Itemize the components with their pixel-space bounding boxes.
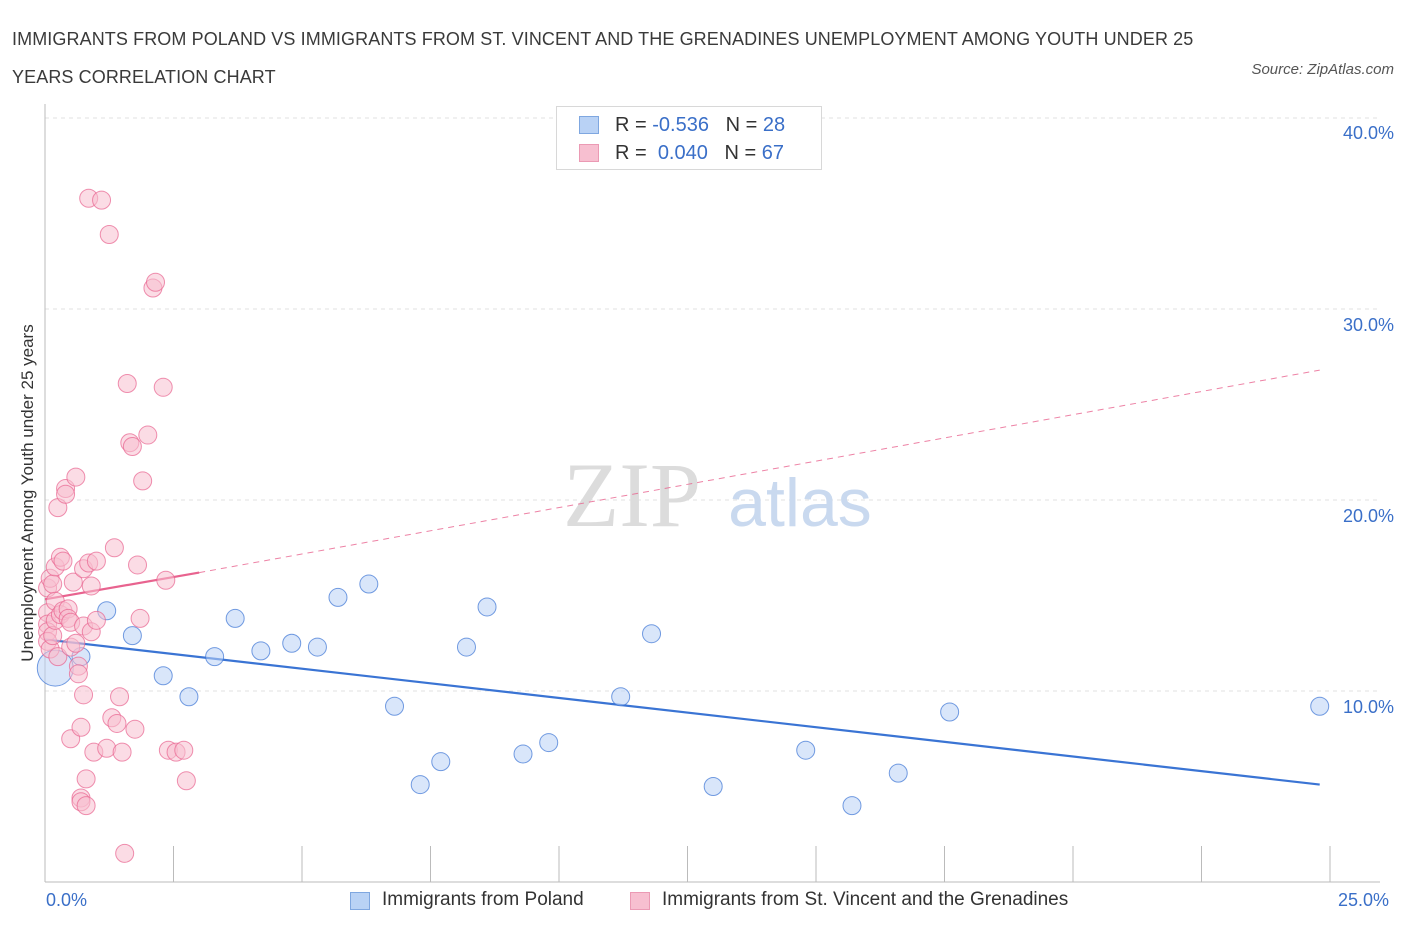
r-label: R = <box>615 142 647 164</box>
point-stvincent-16 <box>53 551 73 571</box>
point-poland-7 <box>225 608 245 628</box>
point-stvincent-59 <box>130 608 150 628</box>
point-poland-23 <box>796 740 816 760</box>
point-stvincent-29 <box>68 664 88 684</box>
n-value-poland: 28 <box>762 114 786 136</box>
legend-swatch-stvincent <box>630 892 650 910</box>
point-poland-9 <box>282 633 302 653</box>
point-poland-13 <box>385 696 405 716</box>
r-value-stvincent: 0.040 <box>657 142 708 164</box>
point-poland-21 <box>642 624 662 644</box>
trend-line-poland <box>44 638 1320 786</box>
point-stvincent-56 <box>122 437 142 457</box>
watermark-atlas: atlas <box>728 465 872 541</box>
point-stvincent-63 <box>146 272 166 292</box>
chart-title: IMMIGRANTS FROM POLAND VS IMMIGRANTS FRO… <box>12 29 1194 87</box>
point-stvincent-44 <box>86 551 106 571</box>
source-label: Source: ZipAtlas.com <box>1251 61 1394 78</box>
r-value-poland: -0.536 <box>652 114 709 136</box>
point-stvincent-43 <box>86 610 106 630</box>
point-poland-4 <box>153 666 173 686</box>
point-poland-11 <box>328 587 348 607</box>
point-stvincent-45 <box>92 190 112 210</box>
point-poland-8 <box>251 641 271 661</box>
watermark: ZIP atlas <box>563 444 872 546</box>
point-stvincent-57 <box>125 719 145 739</box>
y-tick-label-10: 10.0% <box>1342 697 1394 717</box>
point-stvincent-54 <box>117 373 137 393</box>
y-tick-label-20: 20.0% <box>1342 506 1394 526</box>
point-poland-14 <box>410 775 430 795</box>
legend-label-stvincent: Immigrants from St. Vincent and the Gren… <box>662 889 1069 910</box>
point-poland-25 <box>888 763 908 783</box>
point-poland-15 <box>431 752 451 772</box>
n-label: N = <box>724 142 757 164</box>
trend-line-extended-stvincent <box>199 369 1320 574</box>
point-poland-12 <box>359 574 379 594</box>
point-stvincent-47 <box>99 225 119 245</box>
point-poland-6 <box>205 647 225 667</box>
axes <box>44 104 1380 883</box>
point-poland-22 <box>703 777 723 796</box>
point-stvincent-27 <box>66 633 86 653</box>
point-stvincent-50 <box>107 713 127 733</box>
n-value-stvincent: 67 <box>761 142 785 164</box>
point-stvincent-36 <box>76 769 96 789</box>
point-stvincent-52 <box>112 742 132 762</box>
grid-lines <box>45 117 1380 692</box>
point-poland-17 <box>477 597 497 617</box>
point-stvincent-13 <box>48 647 68 667</box>
y-tick-label-40: 40.0% <box>1342 123 1394 143</box>
point-stvincent-25 <box>63 572 83 592</box>
point-stvincent-49 <box>104 538 124 558</box>
point-poland-20 <box>611 687 631 707</box>
r-label: R = <box>615 114 647 136</box>
point-stvincent-51 <box>110 687 130 707</box>
point-stvincent-58 <box>128 555 148 575</box>
point-poland-27 <box>1310 696 1330 716</box>
y-axis-label: Unemployment Among Youth under 25 years <box>18 324 37 662</box>
point-stvincent-53 <box>115 843 135 863</box>
n-label: N = <box>725 114 758 136</box>
point-poland-5 <box>179 687 199 707</box>
point-stvincent-69 <box>176 771 196 791</box>
point-stvincent-61 <box>138 425 158 445</box>
x-tick-label-max: 25.0% <box>1338 890 1390 910</box>
x-tick-label-min: 0.0% <box>46 890 88 910</box>
point-poland-26 <box>940 702 960 722</box>
watermark-zip: ZIP <box>563 444 701 546</box>
point-poland-10 <box>307 637 327 657</box>
point-stvincent-7 <box>43 574 63 594</box>
point-stvincent-30 <box>71 717 91 737</box>
point-stvincent-26 <box>66 467 86 487</box>
point-stvincent-37 <box>76 796 96 816</box>
point-stvincent-64 <box>153 377 173 397</box>
point-poland-24 <box>842 796 862 816</box>
poland-swatch <box>579 116 599 134</box>
point-stvincent-40 <box>81 576 101 596</box>
point-poland-19 <box>539 733 559 753</box>
point-stvincent-19 <box>56 484 76 504</box>
correlation-legend: R = -0.536 N = 28 R = 0.040 N = 67 <box>556 106 822 170</box>
point-poland-3 <box>122 626 142 646</box>
data-points <box>36 188 1330 863</box>
point-stvincent-60 <box>133 471 153 491</box>
point-stvincent-35 <box>74 685 94 705</box>
point-poland-18 <box>513 744 533 764</box>
point-stvincent-65 <box>156 570 176 590</box>
legend-swatch-poland <box>350 892 370 910</box>
trend-lines <box>44 369 1320 786</box>
point-poland-16 <box>456 637 476 657</box>
legend-label-poland: Immigrants from Poland <box>382 889 584 910</box>
stvincent-swatch <box>579 144 599 162</box>
y-tick-label-30: 30.0% <box>1342 315 1394 335</box>
point-stvincent-68 <box>174 740 194 760</box>
